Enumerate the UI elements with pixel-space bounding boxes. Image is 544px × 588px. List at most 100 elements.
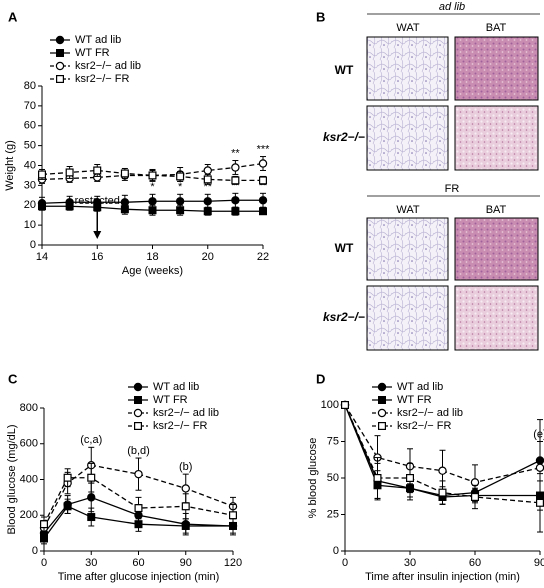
marker [377, 382, 387, 392]
marker [258, 159, 268, 168]
marker [120, 169, 129, 178]
marker [133, 408, 143, 418]
x-axis-title: Age (weeks) [122, 265, 183, 277]
marker [259, 176, 268, 185]
legend-label: ksr2−/− FR [397, 420, 451, 432]
marker [65, 202, 74, 211]
x-tick-label: 60 [469, 557, 481, 569]
y-tick-label: 50 [327, 472, 339, 484]
legend-label: WT ad lib [397, 381, 443, 393]
significance-label: (b,d) [127, 445, 150, 457]
y-tick-label: 800 [20, 402, 38, 414]
row-label: WT [335, 241, 354, 255]
histology-image [366, 285, 449, 351]
marker [55, 74, 64, 83]
marker [378, 422, 387, 431]
y-tick-label: 0 [30, 239, 36, 251]
panel: C 0 200 400 600 800 0 30 60 90 120 Time after gluco… [6, 371, 242, 582]
marker [258, 196, 268, 205]
marker [55, 61, 65, 71]
series-line [344, 404, 541, 497]
histology-image [454, 105, 539, 171]
series-line [43, 464, 234, 529]
significance-label: * [178, 181, 183, 193]
marker [39, 520, 48, 529]
marker [535, 463, 544, 472]
panel-label: B [316, 9, 325, 24]
annotation-arrowhead [93, 231, 102, 239]
marker [176, 206, 185, 215]
marker [438, 466, 447, 475]
legend-label: WT FR [153, 394, 188, 406]
x-axis-title: Time after insulin injection (min) [365, 571, 520, 583]
marker [37, 202, 46, 211]
marker [377, 408, 387, 418]
y-tick-label: 60 [24, 120, 36, 132]
marker [55, 35, 65, 45]
panel: D 0 25 50 75 100 0 30 60 90 Time after insulin inj… [307, 371, 544, 583]
marker [120, 205, 129, 214]
x-tick-label: 0 [342, 557, 348, 569]
marker [134, 504, 143, 513]
marker [148, 206, 157, 215]
panel-label: A [8, 9, 18, 24]
x-axis-title: Time after glucose injection (min) [58, 571, 220, 583]
x-tick-label: 120 [224, 557, 242, 569]
histology-image [366, 36, 449, 101]
y-tick-label: 50 [24, 140, 36, 152]
x-tick-label: 16 [91, 251, 103, 263]
series-line [43, 505, 233, 539]
marker [87, 493, 96, 502]
y-tick-label: 75 [327, 435, 339, 447]
x-tick-label: 14 [36, 251, 48, 263]
histology-image [454, 217, 539, 281]
marker [63, 502, 72, 511]
y-axis-title: Weight (g) [4, 140, 16, 191]
significance-label: (b) [179, 461, 192, 473]
x-tick-label: 90 [534, 557, 544, 569]
x-tick-label: 30 [404, 557, 416, 569]
legend-label: WT FR [397, 394, 432, 406]
series-line [344, 404, 541, 484]
significance-label: *** [257, 143, 271, 155]
y-tick-label: 30 [24, 179, 36, 191]
legend-label: WT ad lib [153, 381, 199, 393]
marker [148, 197, 157, 206]
group-title: FR [445, 183, 460, 195]
significance-label: * [150, 181, 155, 193]
column-label: WAT [396, 22, 419, 34]
marker [203, 197, 212, 206]
x-tick-label: 22 [257, 251, 269, 263]
annotation: restricted [75, 195, 120, 207]
series-line [344, 404, 541, 504]
significance-label: ** [203, 181, 212, 193]
y-tick-label: 20 [24, 199, 36, 211]
marker [175, 197, 185, 206]
y-tick-label: 25 [327, 508, 339, 520]
x-tick-label: 20 [202, 251, 214, 263]
panel-label: D [316, 371, 325, 386]
marker [181, 521, 190, 530]
panel-label: C [8, 371, 18, 386]
marker [438, 488, 447, 497]
significance-label: ** [259, 180, 268, 192]
marker [181, 502, 190, 511]
x-tick-label: 90 [180, 557, 192, 569]
group-title: ad lib [439, 1, 465, 13]
column-label: BAT [486, 204, 507, 216]
x-tick-label: 18 [146, 251, 158, 263]
row-label: ksr2−/− [323, 130, 365, 144]
marker [203, 207, 212, 216]
histology-image [454, 285, 539, 351]
marker [181, 484, 190, 493]
y-axis-title: % blood glucose [307, 438, 319, 519]
legend-label: ksr2−/− FR [75, 73, 129, 85]
y-tick-label: 40 [24, 159, 36, 171]
marker [231, 163, 240, 172]
series-line [344, 404, 540, 498]
y-tick-label: 400 [20, 473, 38, 485]
marker [134, 469, 143, 479]
y-tick-label: 600 [20, 438, 38, 450]
row-label: WT [335, 63, 354, 77]
marker [55, 48, 64, 57]
